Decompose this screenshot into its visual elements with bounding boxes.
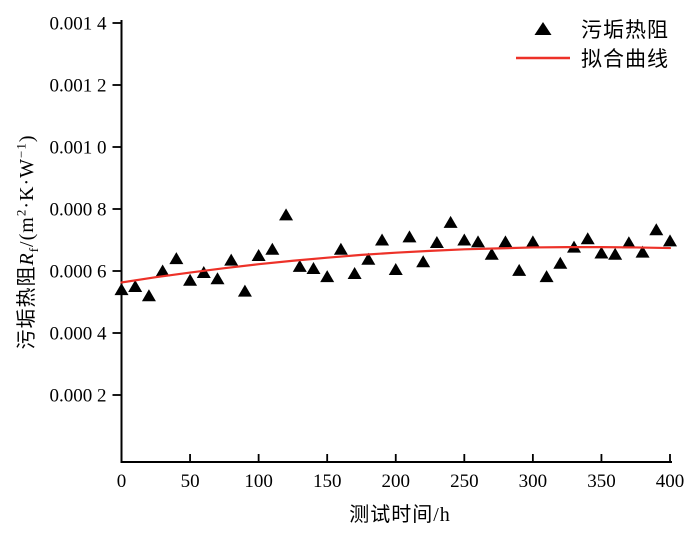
fit-line-icon (512, 47, 574, 69)
fit-curve (120, 246, 672, 284)
y-axis-unit-kw: ·K·W (16, 158, 38, 209)
scatter-point (237, 284, 252, 297)
scatter-point (347, 266, 362, 279)
y-tick-label: 0.000 8 (50, 200, 107, 221)
scatter-point (416, 255, 431, 268)
scatter-point (155, 264, 170, 277)
scatter-point (128, 280, 143, 292)
scatter-point (594, 246, 609, 259)
x-tick-label: 250 (450, 471, 479, 492)
scatter-point (333, 242, 348, 255)
scatter-point (429, 235, 444, 248)
scatter-point (608, 247, 623, 260)
y-axis-unit-w-exp: −1 (13, 142, 29, 159)
scatter-point (663, 234, 677, 247)
y-axis-title: 污垢热阻Rf/(m2·K·W−1) (10, 135, 42, 350)
scatter-point (114, 283, 129, 296)
scatter-point (649, 223, 664, 236)
legend-item-fit: 拟合曲线 (512, 43, 669, 72)
x-tick-label: 50 (181, 471, 200, 492)
scatter-point (306, 262, 321, 275)
y-tick-label: 0.001 0 (50, 138, 107, 159)
scatter-point (457, 233, 472, 246)
scatter-point (388, 262, 403, 275)
scatter-point (443, 215, 458, 228)
y-axis-unit-m-exp: 2 (13, 208, 29, 217)
scatter-point (553, 256, 568, 269)
legend-label-scatter: 污垢热阻 (581, 17, 669, 42)
legend: 污垢热阻 拟合曲线 (512, 14, 669, 72)
scatter-point (498, 235, 513, 248)
y-axis-title-text: 污垢热阻 (16, 265, 38, 350)
scatter-point (251, 249, 266, 261)
y-axis-symbol: R (16, 252, 38, 266)
scatter-point (621, 236, 636, 249)
y-axis-unit-m: m (16, 216, 38, 233)
scatter-point (183, 273, 198, 286)
legend-item-scatter: 污垢热阻 (512, 14, 669, 43)
x-tick-label: 150 (313, 471, 342, 492)
y-axis-symbol-sub: f (26, 246, 41, 253)
scatter-point (292, 259, 307, 272)
scatter-point (320, 270, 335, 283)
x-tick-label: 300 (519, 471, 548, 492)
y-tick-label: 0.000 6 (50, 262, 107, 283)
scatter-point (635, 245, 650, 258)
scatter-point (525, 235, 540, 248)
scatter-point (196, 266, 211, 279)
y-tick-label: 0.001 4 (50, 14, 108, 35)
scatter-point (210, 272, 225, 285)
x-tick-label: 200 (382, 471, 411, 492)
x-axis-title: 测试时间/h (349, 504, 451, 526)
x-tick-label: 0 (117, 471, 127, 492)
scatter-point (141, 289, 156, 302)
y-tick-label: 0.001 2 (50, 76, 107, 97)
legend-label-fit: 拟合曲线 (581, 46, 669, 71)
x-tick-label: 400 (656, 471, 685, 492)
scatter-point (169, 252, 184, 265)
scatter-point (471, 235, 486, 248)
y-axis-unit-close: ) (16, 134, 38, 143)
y-tick-label: 0.000 4 (50, 324, 108, 345)
scatter-point (265, 242, 280, 255)
scatter-point (484, 247, 499, 260)
scatter-point (512, 263, 527, 276)
scatter-point (279, 208, 294, 221)
scatter-point (375, 233, 390, 246)
x-tick-label: 350 (587, 471, 616, 492)
y-axis-unit-open: /( (16, 232, 38, 247)
x-tick-label: 100 (244, 471, 273, 492)
scatter-point (539, 270, 554, 283)
scatter-point (361, 252, 376, 265)
y-tick-label: 0.000 2 (50, 386, 107, 407)
scatter-point (402, 230, 417, 243)
scatter-point (580, 232, 595, 245)
triangle-marker-icon (512, 18, 574, 40)
scatter-point (224, 253, 239, 266)
